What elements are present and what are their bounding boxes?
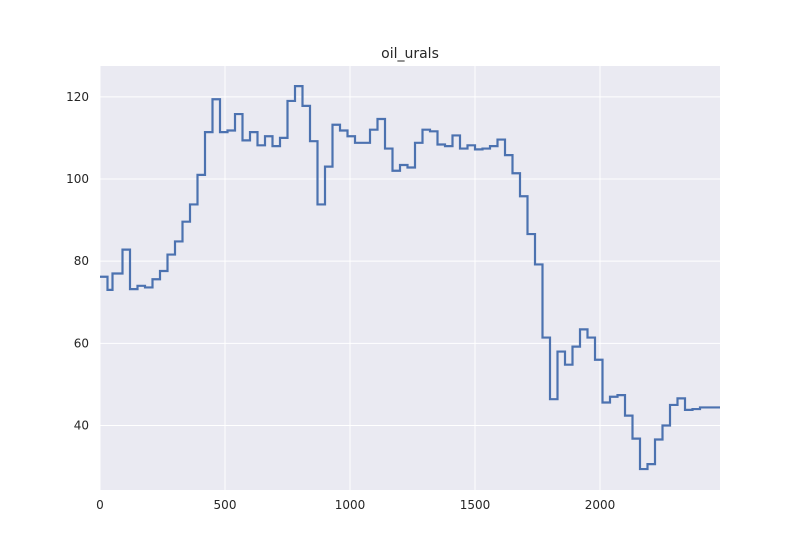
y-tick-label: 40 <box>74 418 89 432</box>
chart-title: oil_urals <box>381 46 439 62</box>
series-layer <box>100 85 720 471</box>
y-tick-label: 60 <box>74 336 89 350</box>
plot-background <box>100 66 720 490</box>
x-tick-label: 1000 <box>335 498 366 512</box>
y-tick-label: 100 <box>66 172 89 186</box>
x-axis: 0 500 1000 1500 2000 <box>96 498 615 512</box>
y-tick-label: 80 <box>74 254 89 268</box>
y-axis: 40 60 80 100 120 <box>66 90 89 433</box>
series-line <box>100 85 720 471</box>
x-tick-label: 2000 <box>585 498 616 512</box>
x-tick-label: 500 <box>214 498 237 512</box>
x-tick-label: 0 <box>96 498 104 512</box>
y-tick-label: 120 <box>66 90 89 104</box>
x-tick-label: 1500 <box>460 498 491 512</box>
